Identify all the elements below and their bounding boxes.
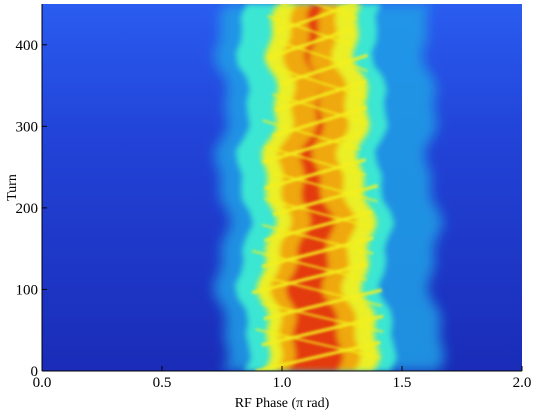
filament-strand <box>275 4 358 34</box>
filament-strand <box>263 275 383 307</box>
filament-strand <box>263 288 383 321</box>
x-tick-label: 2.0 <box>513 375 532 391</box>
axes: 0.0 0.5 1.0 1.5 2.0 0 100 200 300 400 RF Phase (… <box>5 4 531 411</box>
filament-strand <box>261 301 384 334</box>
filament-strand <box>261 223 374 255</box>
plot-area <box>42 4 522 371</box>
filament-strand <box>264 197 373 229</box>
filament-strand <box>251 249 368 281</box>
y-tick-label: 400 <box>16 38 39 54</box>
x-tick-label: 1.0 <box>273 375 292 391</box>
x-tick-label: 0.5 <box>153 375 172 391</box>
filament-strand <box>264 145 367 177</box>
filament-strand <box>273 171 378 203</box>
filament-strand <box>255 328 381 360</box>
filament-strand <box>275 67 367 99</box>
filament-strand <box>261 236 374 269</box>
filament-strand <box>272 184 379 216</box>
filament-strand <box>275 79 367 112</box>
filament-strand <box>272 93 368 125</box>
filament-strand <box>279 53 369 86</box>
y-tick-label: 100 <box>16 282 39 298</box>
filament-strand <box>261 314 384 347</box>
y-tick-label: 200 <box>16 201 39 217</box>
filament-strand <box>264 210 373 243</box>
x-tick-label: 0.0 <box>33 375 52 391</box>
filament-strand <box>251 262 368 295</box>
filament-strand <box>262 131 361 164</box>
filament-strand <box>255 340 381 371</box>
filament-strand <box>267 14 352 46</box>
filament-strand <box>272 105 368 138</box>
filament-strand <box>262 119 361 151</box>
y-axis-ticks: 0 100 200 300 400 <box>16 38 47 380</box>
y-tick-label: 0 <box>31 364 39 380</box>
x-tick-label: 1.5 <box>393 375 412 391</box>
y-axis-label: Turn <box>5 174 20 201</box>
filament-strand <box>264 158 367 190</box>
x-axis-label: RF Phase (π rad) <box>235 396 330 411</box>
x-axis-ticks: 0.0 0.5 1.0 1.5 2.0 <box>33 366 532 391</box>
filament-strand <box>312 4 358 20</box>
bunch-filaments <box>251 4 384 371</box>
y-tick-label: 300 <box>16 119 39 135</box>
filament-strand <box>267 27 352 60</box>
